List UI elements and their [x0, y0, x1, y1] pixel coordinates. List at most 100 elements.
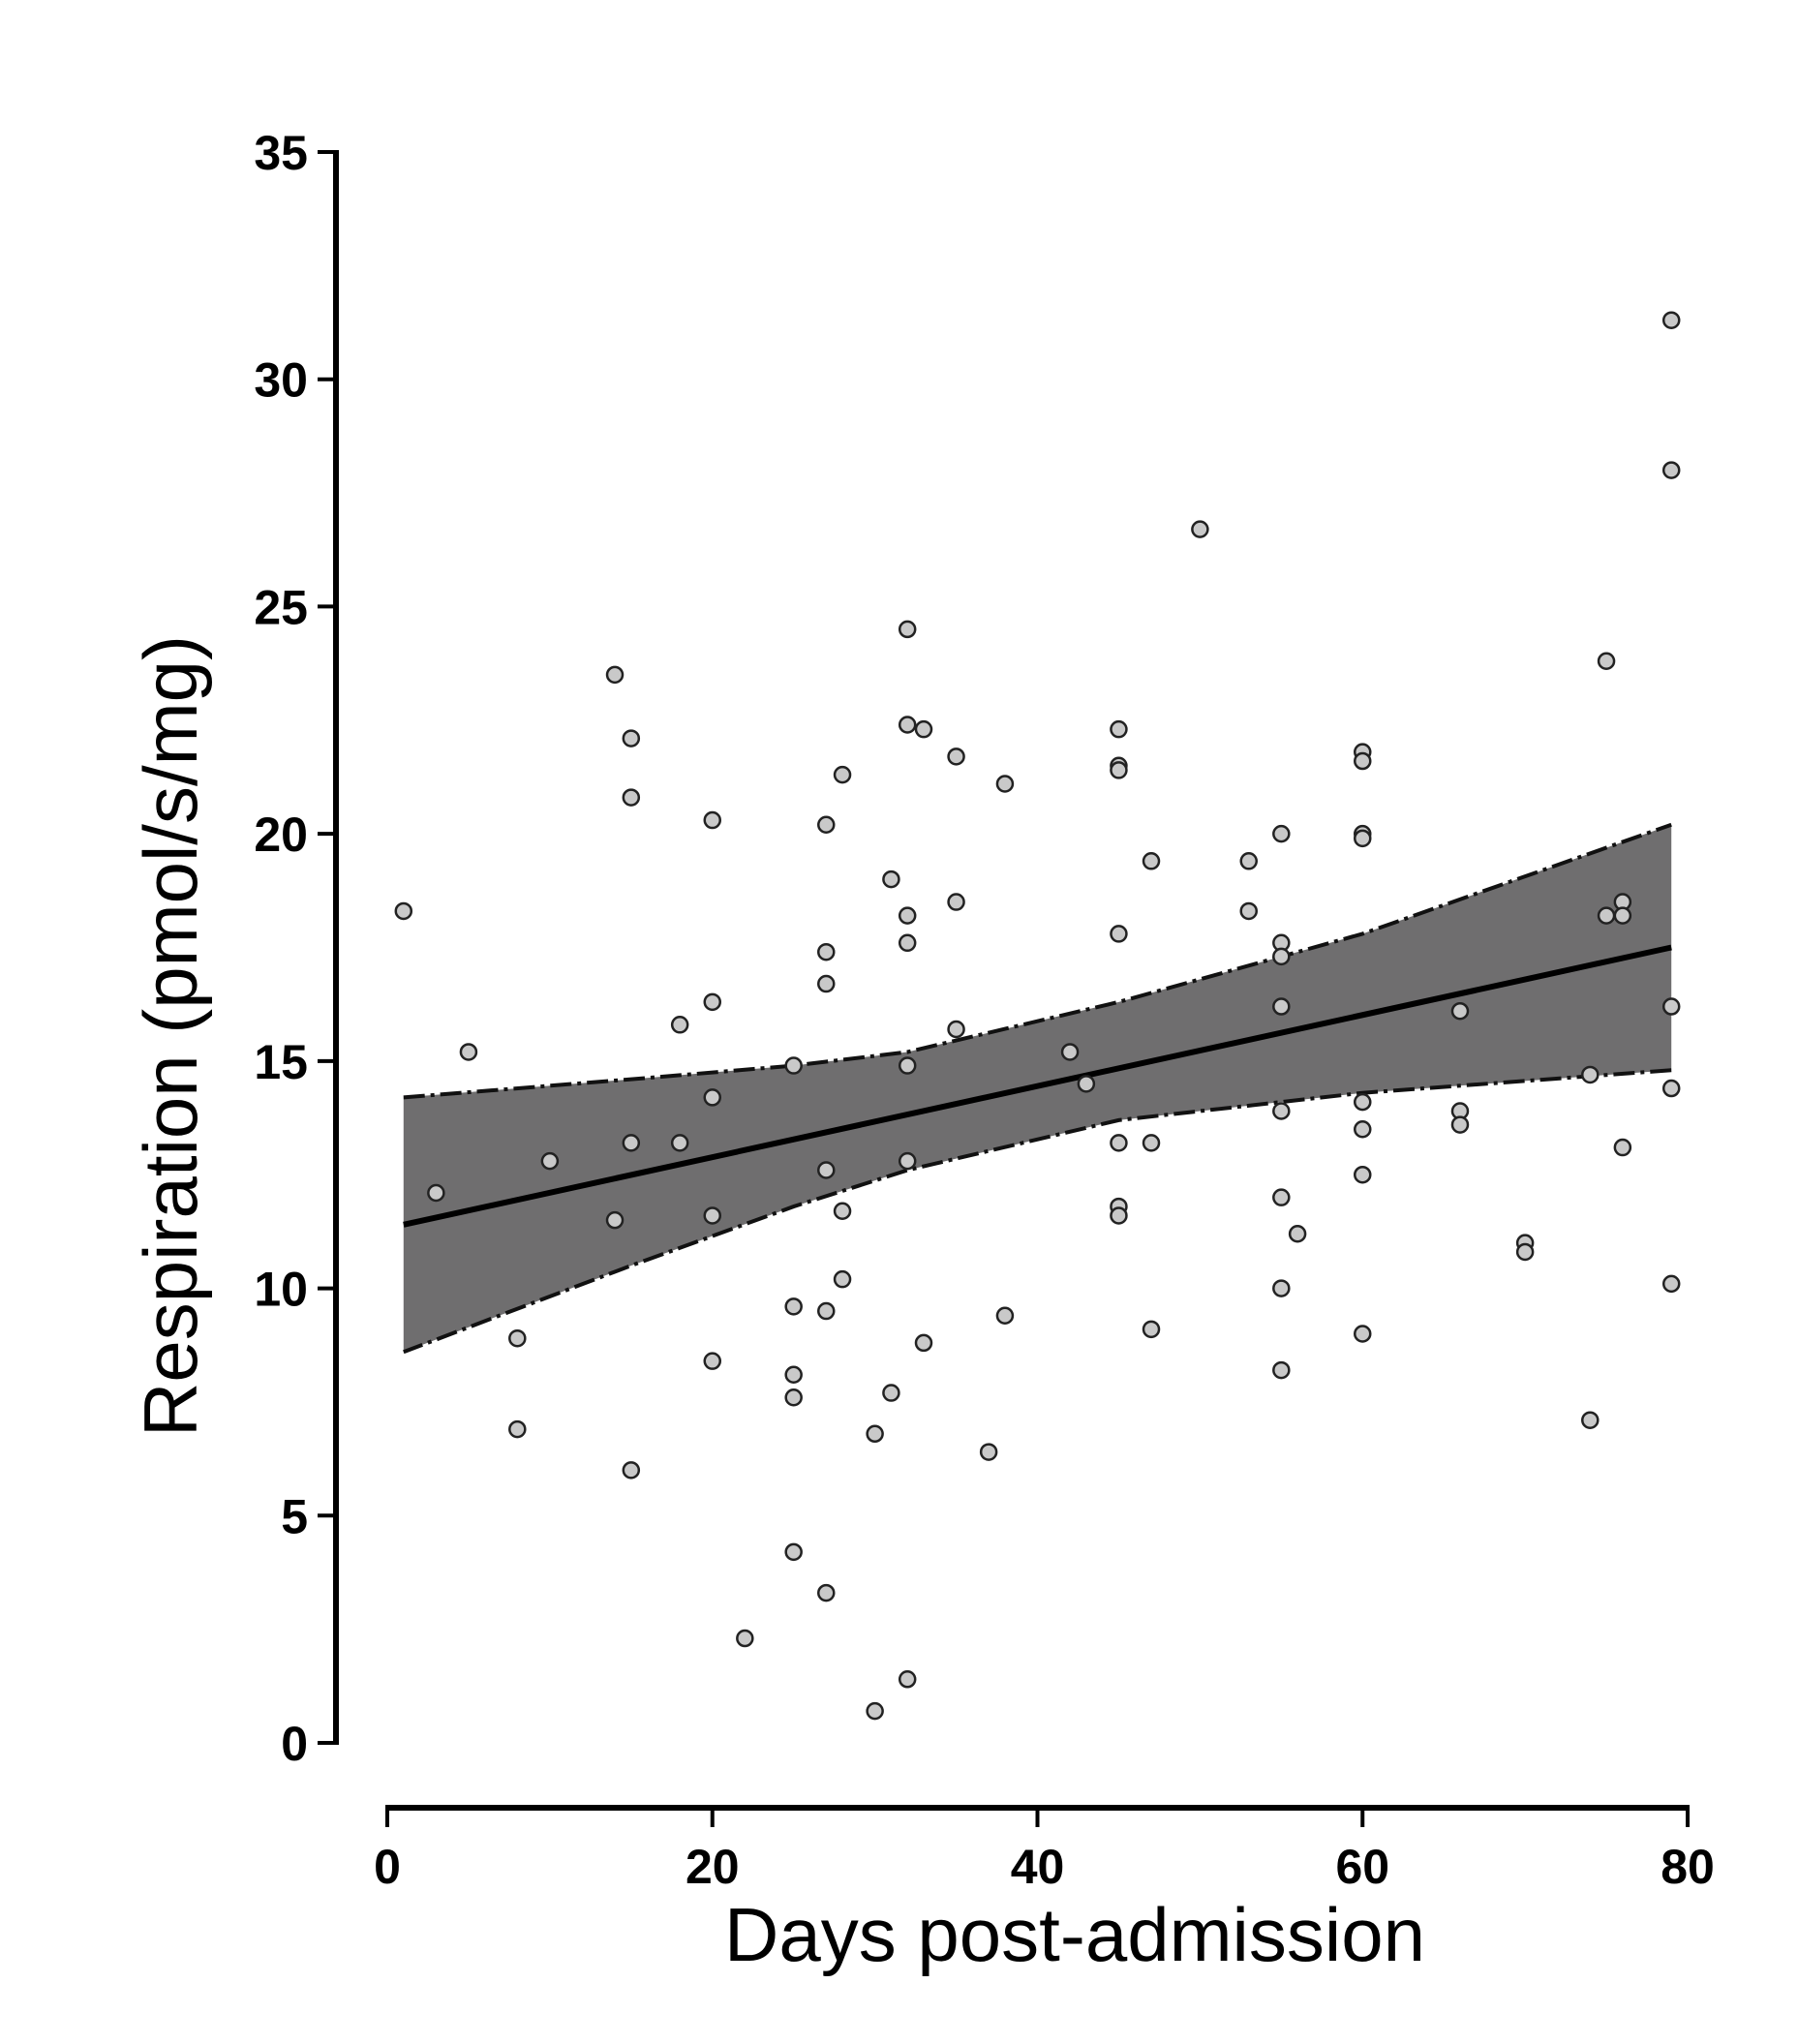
- data-point: [979, 1443, 998, 1461]
- axes-layer: 0 5 10 15 20 25 30 35 0 20 40 60 80: [254, 126, 1714, 1894]
- data-point: [703, 1352, 721, 1370]
- data-point: [1450, 1115, 1470, 1134]
- data-point: [914, 1333, 933, 1353]
- confidence-band-layer: [403, 822, 1672, 1355]
- data-point: [784, 1542, 803, 1562]
- data-point: [833, 765, 852, 784]
- data-point: [1354, 1165, 1372, 1184]
- data-point: [1142, 852, 1161, 870]
- data-point: [1142, 1134, 1161, 1152]
- data-point: [508, 1419, 527, 1439]
- x-tick-label: 60: [1335, 1840, 1389, 1894]
- data-point: [605, 1210, 625, 1230]
- points-layer: [394, 311, 1681, 1721]
- data-point: [817, 942, 836, 961]
- data-point: [1110, 761, 1128, 779]
- data-point: [1272, 947, 1291, 966]
- data-point: [1354, 1325, 1372, 1343]
- data-point: [1613, 1138, 1632, 1157]
- data-point: [1661, 1079, 1681, 1098]
- data-point: [817, 974, 836, 993]
- data-point: [1272, 1360, 1291, 1380]
- data-point: [1191, 520, 1209, 538]
- data-point: [1142, 1320, 1161, 1339]
- data-point: [508, 1328, 527, 1348]
- data-point: [784, 1297, 803, 1316]
- data-point: [703, 1206, 721, 1225]
- data-point: [995, 775, 1015, 793]
- x-tick-label: 20: [686, 1840, 740, 1894]
- y-axis-label: Respiration (pmol/s/mg): [128, 635, 213, 1437]
- data-point: [898, 716, 917, 734]
- data-point: [947, 747, 965, 766]
- data-point: [1581, 1411, 1600, 1429]
- data-point: [995, 1306, 1015, 1325]
- data-point: [1661, 461, 1681, 479]
- data-point: [703, 992, 721, 1012]
- data-point: [833, 1269, 852, 1289]
- data-point: [394, 901, 413, 921]
- data-point: [817, 815, 836, 835]
- x-tick-label: 80: [1661, 1840, 1715, 1894]
- data-point: [605, 665, 625, 685]
- data-point: [866, 1701, 884, 1721]
- data-point: [817, 1301, 836, 1321]
- data-point: [622, 1461, 641, 1480]
- data-point: [784, 1365, 803, 1385]
- data-point: [866, 1424, 884, 1444]
- data-point: [1288, 1224, 1307, 1243]
- data-point: [1060, 1043, 1080, 1061]
- x-tick-label: 0: [374, 1840, 401, 1894]
- data-point: [622, 1134, 641, 1152]
- y-tick-label: 30: [254, 353, 308, 408]
- data-point: [947, 893, 965, 911]
- data-point: [1661, 1274, 1681, 1294]
- confidence-lower-line: [403, 1068, 1672, 1355]
- data-point: [540, 1151, 560, 1171]
- data-point: [1077, 1075, 1096, 1093]
- data-point: [1110, 1134, 1128, 1152]
- data-point: [670, 1134, 689, 1152]
- data-point: [898, 933, 917, 953]
- data-point: [898, 1151, 917, 1171]
- data-point: [1110, 925, 1128, 943]
- data-point: [1661, 997, 1681, 1016]
- data-point: [882, 869, 900, 889]
- data-point: [1110, 1206, 1128, 1225]
- data-point: [1272, 824, 1291, 843]
- data-point: [817, 1161, 836, 1179]
- data-point: [882, 1384, 900, 1402]
- data-point: [1581, 1065, 1600, 1084]
- regression-line: [403, 944, 1672, 1228]
- data-point: [1354, 829, 1372, 848]
- y-tick-label: 5: [281, 1489, 308, 1543]
- data-point: [1613, 906, 1632, 925]
- data-point: [1515, 1242, 1535, 1262]
- y-tick-label: 20: [254, 808, 308, 862]
- data-point: [1272, 1102, 1291, 1120]
- data-point: [703, 810, 721, 830]
- data-point: [703, 1088, 721, 1107]
- data-point: [1354, 751, 1372, 771]
- data-point: [1450, 1001, 1470, 1021]
- data-point: [1239, 852, 1258, 870]
- data-point: [898, 1056, 917, 1075]
- y-tick-label: 15: [254, 1035, 308, 1089]
- x-axis-label: Days post-admission: [724, 1892, 1425, 1977]
- data-point: [898, 1670, 917, 1689]
- data-point: [784, 1056, 803, 1075]
- confidence-upper-line: [403, 822, 1672, 1100]
- data-point: [898, 620, 917, 639]
- data-point: [1354, 1092, 1372, 1112]
- y-tick-label: 25: [254, 580, 308, 634]
- y-tick-label: 35: [254, 126, 308, 180]
- data-point: [1272, 997, 1291, 1016]
- y-tick-label: 0: [281, 1717, 308, 1771]
- data-point: [459, 1043, 478, 1061]
- data-point: [833, 1202, 852, 1221]
- data-point: [784, 1388, 803, 1407]
- data-point: [1354, 1120, 1372, 1139]
- x-tick-label: 40: [1011, 1840, 1065, 1894]
- data-point: [670, 1016, 689, 1034]
